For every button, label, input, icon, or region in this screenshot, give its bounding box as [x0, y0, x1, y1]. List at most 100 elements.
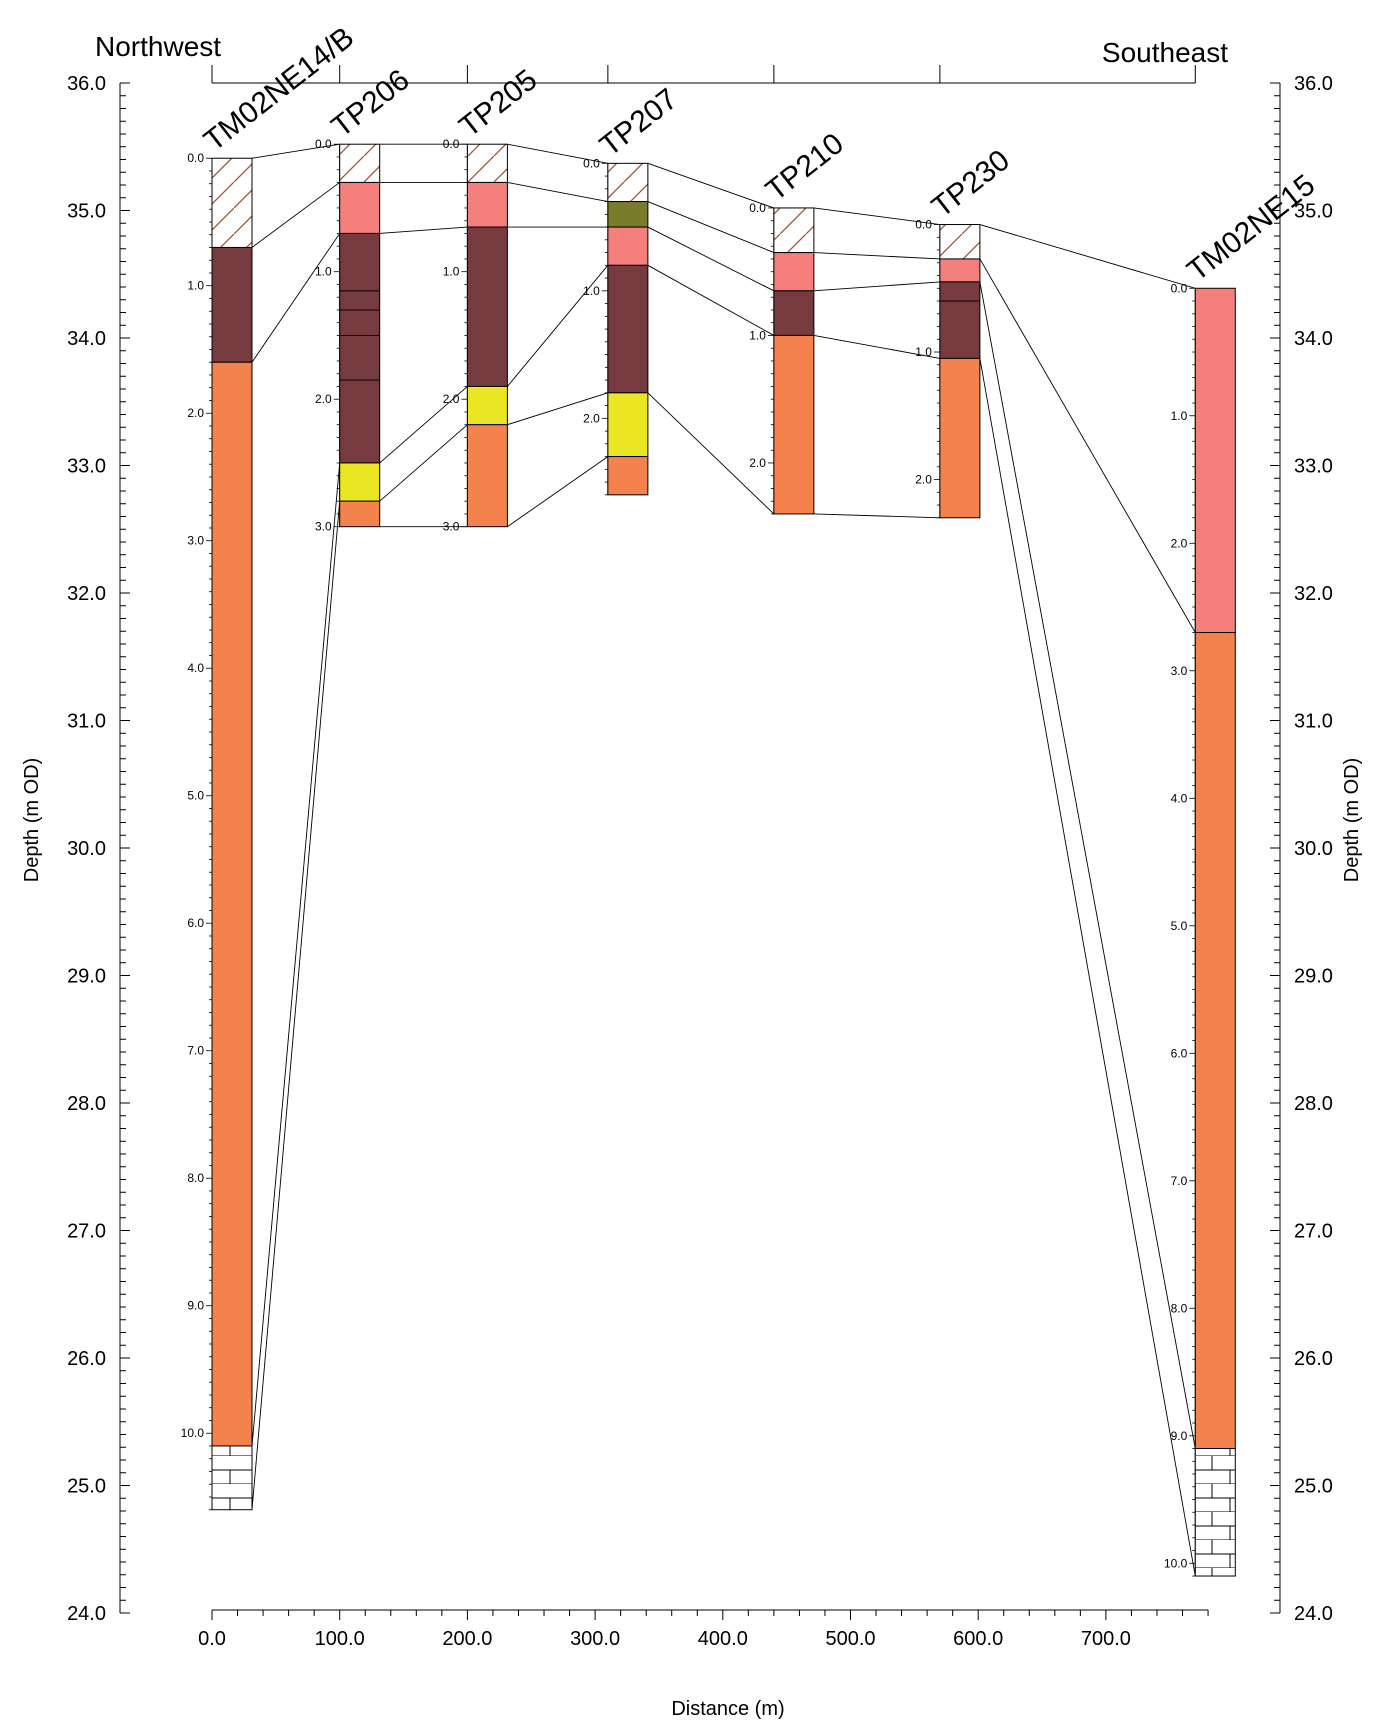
correlation-line — [647, 162, 775, 209]
borehole-tp210: 0.0 1.0 2.0 TP210 — [749, 127, 850, 515]
depth-tick-label: 3.0 — [315, 520, 332, 534]
layer-yellow — [466, 385, 508, 426]
depth-tick-label: 3.0 — [443, 520, 460, 534]
correlation-line — [507, 143, 608, 164]
y-tick-label-left: 30.0 — [67, 838, 106, 860]
layer-pink — [339, 181, 381, 234]
y-tick-label-left: 25.0 — [67, 1476, 106, 1498]
direction-label-right: Southeast — [1102, 37, 1228, 68]
y-tick-label-right: 35.0 — [1294, 201, 1333, 223]
x-tick-label: 700.0 — [1081, 1628, 1131, 1650]
correlation-lines — [251, 143, 1196, 1577]
y-tick-label-left: 24.0 — [67, 1603, 106, 1625]
depth-tick-label: 1.0 — [915, 345, 932, 359]
borehole-logs: 0.0 1.0 2.0 3.0 4.0 5.0 6.0 7.0 8.0 9.0 10.0 TM02NE… — [181, 21, 1321, 1577]
depth-tick-label: 7.0 — [187, 1044, 204, 1058]
depth-tick-label: 1.0 — [1171, 409, 1188, 423]
borehole-label: TP210 — [760, 127, 850, 207]
correlation-line — [507, 392, 609, 426]
depth-tick-label: 9.0 — [1171, 1429, 1188, 1443]
layer-pink — [773, 252, 815, 292]
depth-tick-label: 6.0 — [1171, 1046, 1188, 1060]
layer-hatch — [607, 162, 649, 203]
depth-tick-label: 1.0 — [315, 265, 332, 279]
depth-tick-label: 2.0 — [915, 473, 932, 487]
y-tick-label-right: 33.0 — [1294, 456, 1333, 478]
borehole-label: TP206 — [326, 63, 416, 143]
y-tick-label-left: 33.0 — [67, 456, 106, 478]
depth-tick-label: 0.0 — [187, 151, 204, 165]
depth-tick-label: 2.0 — [583, 411, 600, 425]
depth-tick-label: 0.0 — [315, 137, 332, 151]
correlation-line — [379, 226, 468, 234]
correlation-line — [647, 392, 775, 515]
correlation-line — [379, 386, 468, 464]
y-tick-label-right: 32.0 — [1294, 583, 1333, 605]
layer-orange — [773, 334, 815, 515]
borehole-tp205: 0.0 1.0 2.0 3.0 TP205 — [443, 63, 544, 533]
borehole-label: TP230 — [926, 144, 1016, 224]
y-tick-label-left: 36.0 — [67, 73, 106, 95]
depth-tick-label: 4.0 — [187, 661, 204, 675]
x-axis-label: Distance (m) — [671, 1698, 784, 1720]
y-axis-label-left: Depth (m OD) — [21, 758, 43, 882]
layer-hatch — [339, 143, 381, 183]
layer-yellow — [339, 462, 381, 502]
layer-pink — [466, 181, 508, 228]
correlation-line — [379, 424, 468, 502]
layer-hatch — [466, 143, 508, 183]
borehole-label: TM02NE14/B — [198, 21, 360, 158]
depth-tick-label: 3.0 — [187, 534, 204, 548]
correlation-line — [251, 143, 340, 159]
y-tick-label-right: 28.0 — [1294, 1093, 1333, 1115]
y-tick-label-right: 26.0 — [1294, 1348, 1333, 1370]
borehole-label: TP205 — [453, 63, 543, 143]
layer-yellow — [607, 392, 649, 458]
borehole-tm02ne14-b: 0.0 1.0 2.0 3.0 4.0 5.0 6.0 7.0 8.0 9.0 10.0 TM02NE… — [181, 21, 360, 1511]
depth-tick-label: 10.0 — [181, 1426, 205, 1440]
layer-orange — [466, 424, 508, 528]
y-axis-label-right: Depth (m OD) — [1341, 758, 1363, 882]
y-tick-label-right: 25.0 — [1294, 1476, 1333, 1498]
axes: 36.0 35.0 34.0 33.0 32.0 31.0 30.0 29.0 28.0 27.0… — [67, 65, 1333, 1650]
depth-tick-label: 7.0 — [1171, 1174, 1188, 1188]
correlation-line — [507, 182, 608, 203]
depth-tick-label: 8.0 — [187, 1171, 204, 1185]
depth-tick-label: 9.0 — [187, 1299, 204, 1313]
depth-tick-label: 0.0 — [1171, 281, 1188, 295]
depth-tick-label: 1.0 — [187, 279, 204, 293]
y-tick-label-right: 27.0 — [1294, 1221, 1333, 1243]
x-tick-label: 300.0 — [570, 1628, 620, 1650]
x-tick-label: 500.0 — [825, 1628, 875, 1650]
y-tick-label-right: 29.0 — [1294, 966, 1333, 988]
y-tick-label-right: 34.0 — [1294, 328, 1333, 350]
depth-tick-label: 6.0 — [187, 916, 204, 930]
y-tick-label-left: 32.0 — [67, 583, 106, 605]
y-tick-label-left: 35.0 — [67, 201, 106, 223]
layer-pink — [1194, 287, 1236, 634]
correlation-line — [507, 456, 609, 528]
y-tick-label-right: 36.0 — [1294, 73, 1333, 95]
layer-orange — [211, 361, 253, 1447]
layer-hatch — [211, 157, 253, 248]
correlation-line — [979, 224, 1196, 289]
layer-pink — [607, 226, 649, 266]
depth-tick-label: 10.0 — [1164, 1556, 1188, 1570]
depth-tick-label: 1.0 — [443, 265, 460, 279]
depth-tick-label: 2.0 — [1171, 536, 1188, 550]
depth-tick-label: 8.0 — [1171, 1301, 1188, 1315]
depth-tick-label: 0.0 — [915, 218, 932, 232]
depth-tick-label: 1.0 — [583, 284, 600, 298]
y-tick-label-left: 27.0 — [67, 1221, 106, 1243]
borehole-tp206: 0.0 1.0 2.0 3.0 TP206 — [315, 63, 416, 533]
depth-tick-label: 5.0 — [1171, 919, 1188, 933]
layer-chalk — [1194, 1448, 1236, 1577]
x-tick-label: 0.0 — [198, 1628, 226, 1650]
y-tick-label-left: 31.0 — [67, 711, 106, 733]
depth-tick-label: 1.0 — [749, 328, 766, 342]
layer-orange — [607, 456, 649, 496]
y-tick-label-right: 30.0 — [1294, 838, 1333, 860]
correlation-line — [251, 462, 341, 1447]
layer-maroon — [607, 264, 649, 394]
